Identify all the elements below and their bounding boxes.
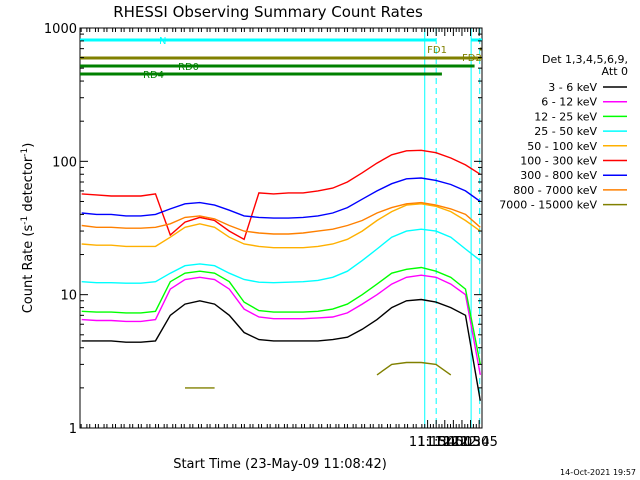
y-tick-label: 1 bbox=[69, 422, 77, 437]
series-50-100-kev bbox=[81, 203, 481, 249]
x-tick-label: 12:45 bbox=[460, 435, 497, 450]
legend-label-3-6-kev: 3 - 6 keV bbox=[548, 81, 597, 94]
legend: Det 1,3,4,5,6,9,Att 0 3 - 6 keV 6 - 12 keV… bbox=[499, 53, 628, 212]
legend-label-50-100-kev: 50 - 100 keV bbox=[527, 140, 597, 153]
chart-title: RHESSI Observing Summary Count Rates bbox=[113, 3, 423, 21]
x-tick-label: 12:00 bbox=[435, 435, 472, 450]
series-25-50-kev bbox=[81, 228, 481, 284]
series-100-300-kev bbox=[81, 149, 481, 241]
flag-bars: N FD1 FD2 RD0 RD4 bbox=[80, 36, 482, 81]
legend-label-12-25-kev: 12 - 25 keV bbox=[534, 110, 597, 123]
legend-header-2: Att 0 bbox=[602, 65, 628, 78]
x-tick-label: 12:15 bbox=[443, 435, 480, 450]
series-12-25-kev bbox=[81, 266, 481, 365]
legend-label-300-800-kev: 300 - 800 keV bbox=[520, 169, 597, 182]
legend-label-800-7000-kev: 800 - 7000 keV bbox=[513, 184, 597, 197]
legend-label-7000-15000-kev: 7000 - 15000 keV bbox=[499, 199, 597, 212]
series-800-7000-kev bbox=[81, 201, 481, 235]
legend-label-100-300-kev: 100 - 300 keV bbox=[520, 155, 597, 168]
timestamp: 14-Oct-2021 19:57 bbox=[560, 468, 636, 477]
x-tick-label: 11:15 bbox=[409, 435, 446, 450]
y-tick-label: 10 bbox=[60, 289, 77, 304]
flag-label-n: N bbox=[159, 36, 166, 47]
plot-area bbox=[81, 28, 481, 428]
legend-header-1: Det 1,3,4,5,6,9, bbox=[542, 53, 628, 66]
legend-label-25-50-kev: 25 - 50 keV bbox=[534, 125, 597, 138]
x-tick-label: 12:30 bbox=[452, 435, 489, 450]
series-7000-15000-kev bbox=[185, 361, 452, 389]
series-6-12-kev bbox=[81, 274, 481, 376]
series-3-6-kev bbox=[81, 298, 481, 401]
y-tick-label: 1000 bbox=[44, 22, 77, 37]
y-axis-label: Count Rate (s-1 detector-1) bbox=[20, 143, 36, 314]
flag-label-fd2: FD2 bbox=[462, 53, 482, 64]
flag-label-fd1: FD1 bbox=[427, 45, 447, 56]
series-300-800-kev bbox=[81, 177, 481, 219]
flag-label-rd0: RD0 bbox=[178, 62, 199, 73]
x-tick-label: 11:45 bbox=[426, 435, 463, 450]
flag-label-rd4: RD4 bbox=[143, 70, 164, 81]
y-tick-label: 100 bbox=[52, 155, 77, 170]
legend-label-6-12-kev: 6 - 12 keV bbox=[541, 96, 597, 109]
x-tick-label: 11:30 bbox=[417, 435, 454, 450]
y-axis: 1 10 100 1000 bbox=[44, 22, 482, 437]
plot-frame bbox=[79, 27, 483, 429]
x-axis-label: Start Time (23-May-09 11:08:42) bbox=[173, 457, 387, 472]
